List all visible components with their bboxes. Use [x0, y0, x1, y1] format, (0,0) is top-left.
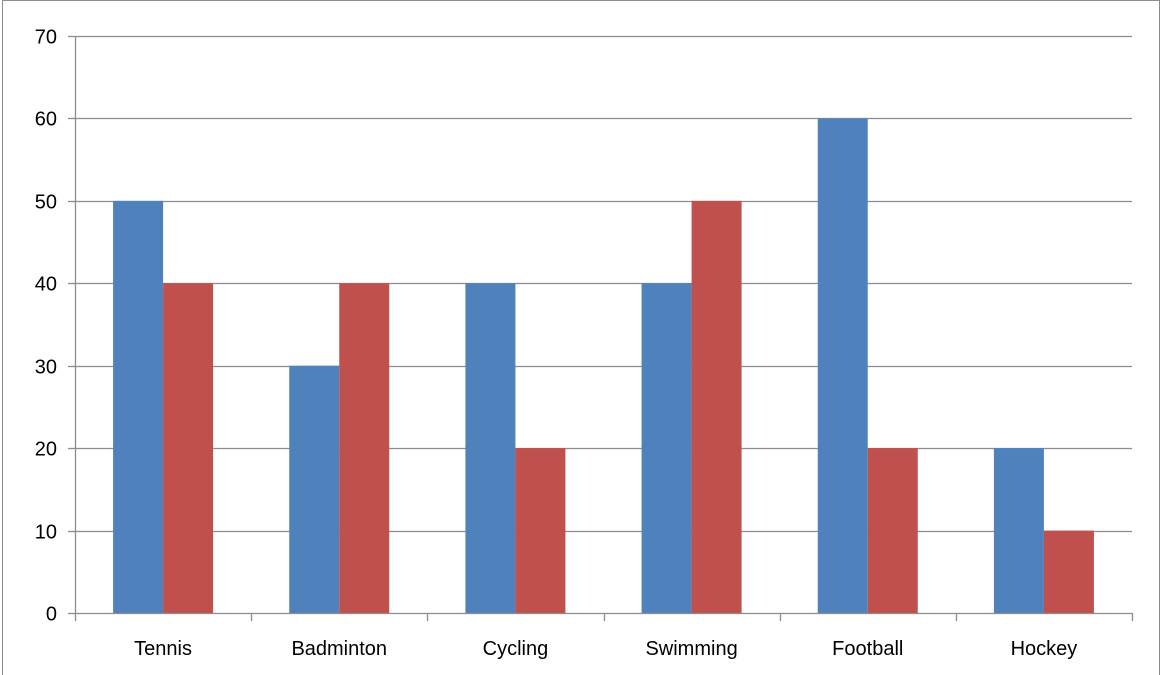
y-tick-label: 50	[35, 192, 57, 214]
bar-tennis-series-1	[113, 200, 164, 613]
bar-hockey-series-1	[993, 448, 1044, 613]
bar-badminton-series-2	[339, 283, 390, 613]
y-tick-label: 0	[46, 604, 57, 626]
bars	[113, 118, 1094, 613]
y-tick-labels: 0 10 20 30 40 50 60 70	[35, 27, 57, 626]
bar-badminton-series-1	[289, 365, 340, 613]
x-tick-label: Football	[832, 638, 903, 660]
x-tick-labels: Tennis Badminton Cycling Swimming Football Ho…	[134, 638, 1077, 660]
bar-hockey-series-2	[1043, 530, 1094, 613]
bar-football-series-1	[817, 118, 868, 613]
axes	[68, 35, 1134, 621]
bar-football-series-2	[867, 448, 918, 613]
x-tick-label: Cycling	[483, 638, 549, 660]
y-tick-label: 30	[35, 357, 57, 379]
bar-tennis-series-2	[163, 283, 214, 613]
y-tick-label: 40	[35, 274, 57, 296]
x-tick-label: Swimming	[645, 638, 737, 660]
y-tick-label: 70	[35, 27, 57, 49]
y-tick-label: 20	[35, 439, 57, 461]
y-tick-label: 10	[35, 522, 57, 544]
y-tick-label: 60	[35, 109, 57, 131]
bar-swimming-series-2	[691, 200, 742, 613]
gridlines	[75, 35, 1132, 533]
x-tick-label: Hockey	[1011, 638, 1078, 660]
bar-cycling-series-1	[465, 283, 516, 613]
x-tick-label: Badminton	[291, 638, 387, 660]
bar-cycling-series-2	[515, 448, 566, 613]
bar-swimming-series-1	[641, 283, 692, 613]
x-tick-label: Tennis	[134, 638, 192, 660]
